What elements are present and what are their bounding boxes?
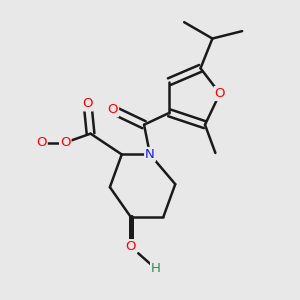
Text: N: N: [145, 148, 155, 161]
Text: O: O: [60, 136, 70, 149]
Text: O: O: [125, 240, 136, 253]
Text: O: O: [82, 98, 93, 110]
Text: O: O: [108, 103, 118, 116]
Text: H: H: [151, 262, 161, 275]
Text: O: O: [36, 136, 47, 149]
Text: O: O: [214, 87, 225, 100]
